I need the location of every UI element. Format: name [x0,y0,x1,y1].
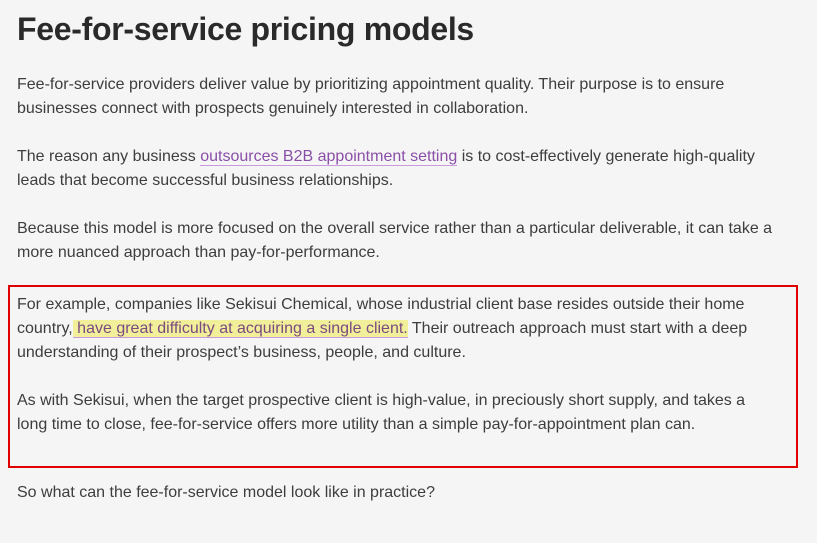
section-heading: Fee-for-service pricing models [17,11,474,47]
text: The reason any business [17,148,201,165]
text: For example, companies like Sekisui Chem… [17,296,745,337]
paragraph: So what can the fee-for-service model lo… [17,484,435,501]
paragraph: Because this model is more focused on th… [17,220,773,261]
paragraph: The reason any business outsources B2B a… [17,145,779,193]
article: Fee-for-service pricing models Fee-for-s… [17,0,779,437]
text: is to cost-effectively generate high-qua… [17,148,755,189]
paragraph: For example, companies like Sekisui Chem… [17,289,779,365]
outsource-link[interactable]: outsources B2B appointment setting [200,148,458,166]
paragraph: As with Sekisui, when the target prospec… [17,392,746,433]
annotation-box [8,285,798,468]
paragraph: Fee-for-service providers deliver value … [17,76,725,117]
highlighted-link[interactable]: have great difficulty at acquiring a sin… [72,320,408,338]
text: Their outreach approach must start with … [17,320,748,361]
